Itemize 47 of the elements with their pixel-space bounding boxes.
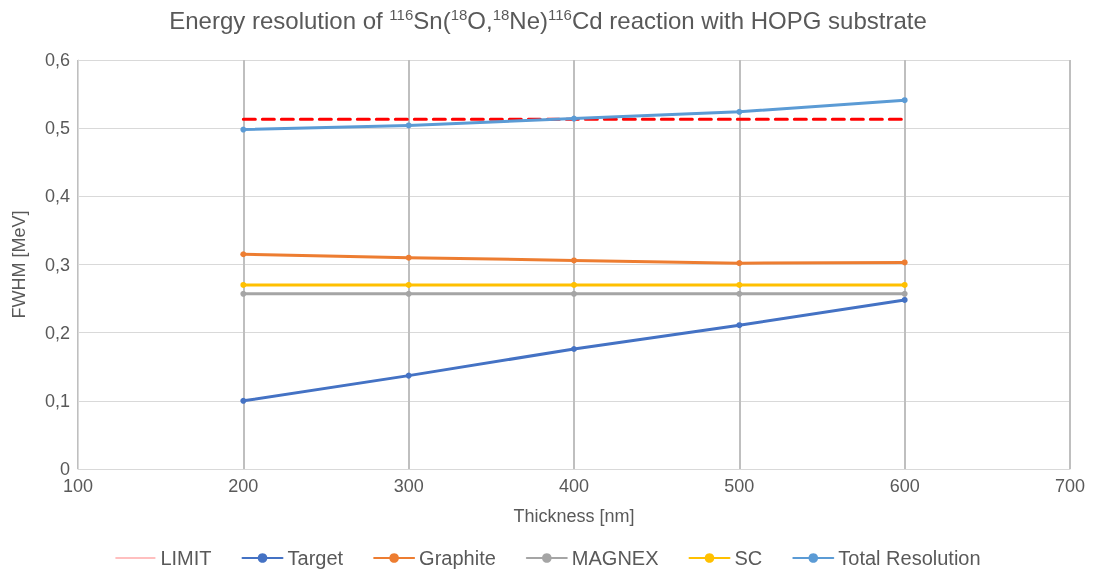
point (901, 290, 908, 297)
point (405, 122, 412, 129)
point (405, 290, 412, 297)
point (405, 281, 412, 288)
legend-label: SC (734, 547, 763, 569)
x-tick-label: 700 (1054, 476, 1086, 496)
legend-label: Total Resolution (838, 547, 981, 569)
point (240, 290, 247, 297)
x-axis-title: Thickness [nm] (513, 506, 635, 526)
x-tick-label: 300 (393, 476, 424, 496)
point (240, 397, 247, 404)
point (901, 296, 908, 303)
y-tick-label: 0,1 (44, 390, 70, 411)
x-tick-label: 500 (724, 476, 755, 496)
point (405, 372, 412, 379)
point (571, 281, 577, 288)
point (571, 257, 577, 264)
point (736, 322, 743, 329)
x-tick-label: 400 (558, 476, 590, 496)
point (736, 108, 743, 115)
point (571, 115, 577, 122)
point (240, 251, 247, 258)
point (736, 290, 743, 297)
y-tick-label: 0,5 (44, 118, 70, 139)
point (901, 259, 908, 266)
y-tick-label: 0,3 (44, 254, 70, 275)
legend-label: MAGNEX (571, 547, 659, 569)
point (901, 281, 908, 288)
legend-label: Target (287, 547, 344, 569)
point (405, 254, 412, 261)
x-tick-label: 200 (228, 476, 259, 496)
point (901, 97, 908, 104)
x-tick-label: 100 (62, 476, 94, 496)
legend-label: Graphite (419, 547, 496, 569)
chart-title: Energy resolution of $^{116}$Sn($^{18}$O,$^{18}$Ne)$^{116}$Cd reaction with HOPG substrate (169, 6, 927, 34)
y-axis-title: FWHM [MeV] (9, 210, 29, 319)
y-tick-label: 0,2 (44, 322, 70, 343)
y-tick-label: 0 (59, 459, 70, 479)
point (240, 281, 247, 288)
point (736, 260, 743, 267)
x-tick-label: 600 (889, 476, 920, 496)
y-tick-label: 0,6 (44, 50, 70, 70)
point (571, 346, 577, 353)
y-tick-label: 0,4 (44, 186, 70, 207)
legend-label: LIMIT (160, 547, 212, 569)
point (736, 281, 743, 288)
point (571, 290, 577, 297)
